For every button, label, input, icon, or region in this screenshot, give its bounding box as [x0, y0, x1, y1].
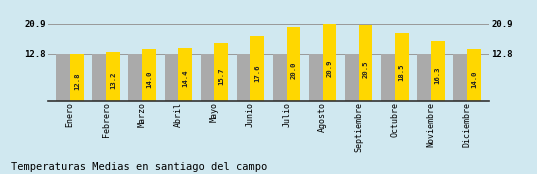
Bar	[164, 54, 178, 101]
Bar	[92, 54, 106, 101]
Bar	[250, 36, 264, 101]
Bar	[273, 54, 287, 101]
Bar	[453, 54, 467, 101]
Bar	[70, 54, 84, 101]
Text: 14.0: 14.0	[146, 70, 152, 88]
Bar	[309, 54, 323, 101]
Bar	[106, 52, 120, 101]
Bar	[323, 24, 336, 101]
Bar	[395, 33, 409, 101]
Text: 12.8: 12.8	[74, 72, 80, 90]
Bar	[431, 41, 445, 101]
Bar	[214, 43, 228, 101]
Bar	[201, 54, 214, 101]
Bar	[142, 49, 156, 101]
Text: 18.5: 18.5	[398, 64, 405, 81]
Text: 20.0: 20.0	[291, 61, 296, 79]
Text: 16.3: 16.3	[435, 67, 441, 84]
Bar	[417, 54, 431, 101]
Text: 14.0: 14.0	[471, 70, 477, 88]
Bar	[467, 49, 481, 101]
Bar	[359, 25, 373, 101]
Text: 20.9: 20.9	[326, 60, 332, 77]
Bar	[128, 54, 142, 101]
Bar	[345, 54, 359, 101]
Bar	[381, 54, 395, 101]
Text: 15.7: 15.7	[218, 68, 224, 85]
Text: 20.5: 20.5	[362, 60, 368, 78]
Text: 17.6: 17.6	[255, 65, 260, 82]
Text: 14.4: 14.4	[182, 70, 188, 87]
Bar	[178, 48, 192, 101]
Bar	[287, 27, 300, 101]
Text: 13.2: 13.2	[110, 72, 116, 89]
Text: Temperaturas Medias en santiago del campo: Temperaturas Medias en santiago del camp…	[11, 162, 267, 172]
Bar	[237, 54, 250, 101]
Bar	[56, 54, 70, 101]
